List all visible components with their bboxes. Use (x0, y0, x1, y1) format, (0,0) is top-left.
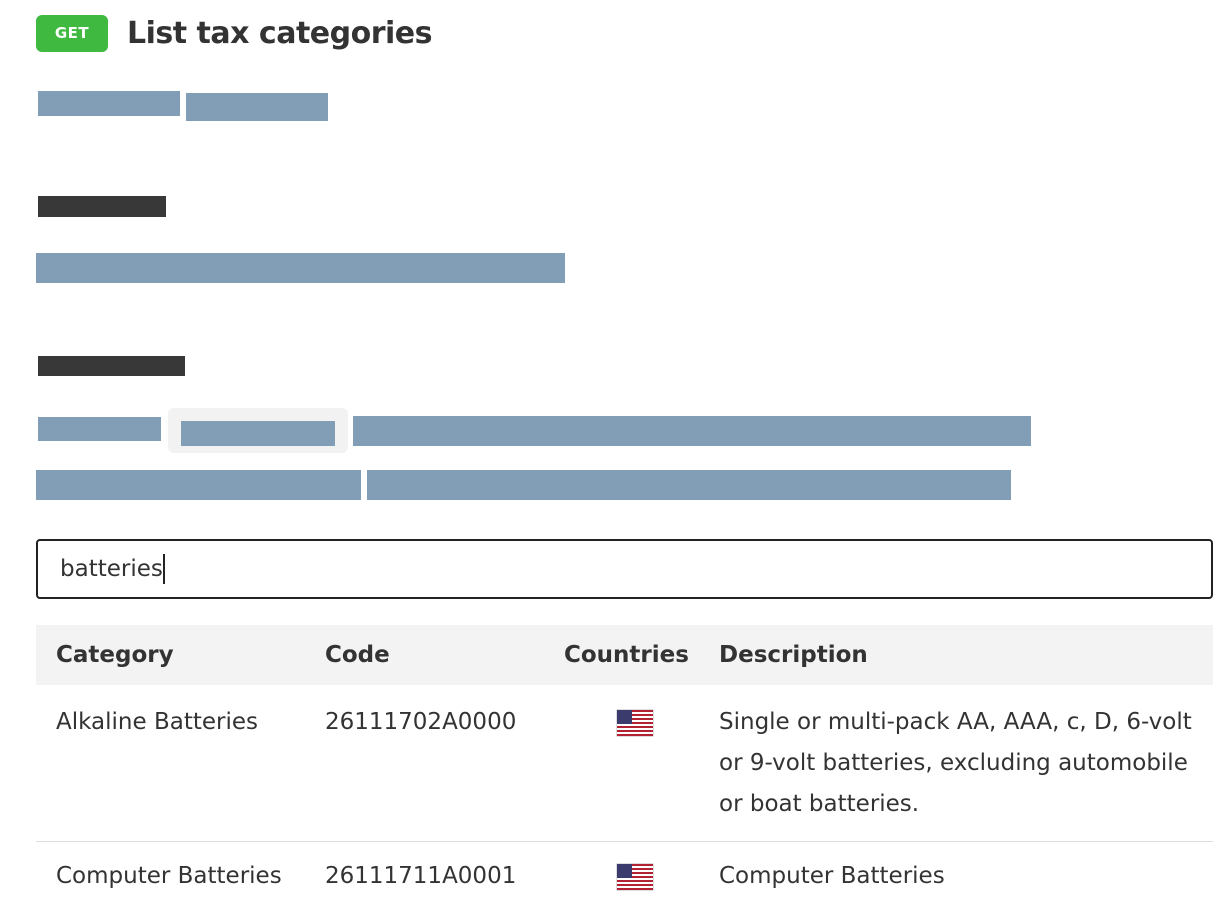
countries-cell (564, 685, 719, 842)
us-flag-icon (616, 864, 653, 890)
search-box[interactable] (36, 539, 1213, 599)
redacted-heading-1 (38, 196, 166, 217)
text-caret (163, 554, 165, 584)
column-header-category[interactable]: Category (56, 642, 174, 668)
description-cell: Computer Batteries (719, 863, 945, 889)
column-header-code[interactable]: Code (325, 642, 390, 668)
page-title: List tax categories (127, 15, 433, 51)
description-cell: Single or multi-pack AA, AAA, c, D, 6-vo… (719, 709, 1192, 817)
countries-cell (564, 842, 719, 898)
search-input[interactable] (60, 541, 1180, 597)
redacted-code-text (181, 421, 335, 446)
redacted-heading-2 (38, 356, 185, 376)
redacted-text-2 (38, 417, 161, 441)
table-header-row: Category Code Countries Description (36, 625, 1213, 685)
redacted-text-3 (353, 416, 1031, 446)
tax-categories-table: Category Code Countries Description Alka… (36, 625, 1213, 897)
category-cell: Computer Batteries (56, 863, 282, 889)
table-row: Computer Batteries 26111711A0001 (36, 842, 1213, 898)
redacted-text-4 (36, 470, 361, 500)
redacted-link-2[interactable] (186, 93, 328, 121)
category-cell: Alkaline Batteries (56, 709, 258, 735)
code-cell: 26111702A0000 (325, 709, 517, 735)
table-row: Alkaline Batteries 26111702A0000 (36, 685, 1213, 842)
code-cell: 26111711A0001 (325, 863, 517, 889)
redacted-text-5 (367, 470, 1011, 500)
column-header-countries[interactable]: Countries (564, 642, 689, 668)
column-header-description[interactable]: Description (719, 642, 868, 668)
us-flag-icon (616, 710, 653, 736)
redacted-text-1 (36, 253, 565, 283)
endpoint-header: GET List tax categories (36, 14, 433, 52)
http-method-badge: GET (36, 14, 108, 52)
redacted-link-1[interactable] (38, 91, 180, 116)
